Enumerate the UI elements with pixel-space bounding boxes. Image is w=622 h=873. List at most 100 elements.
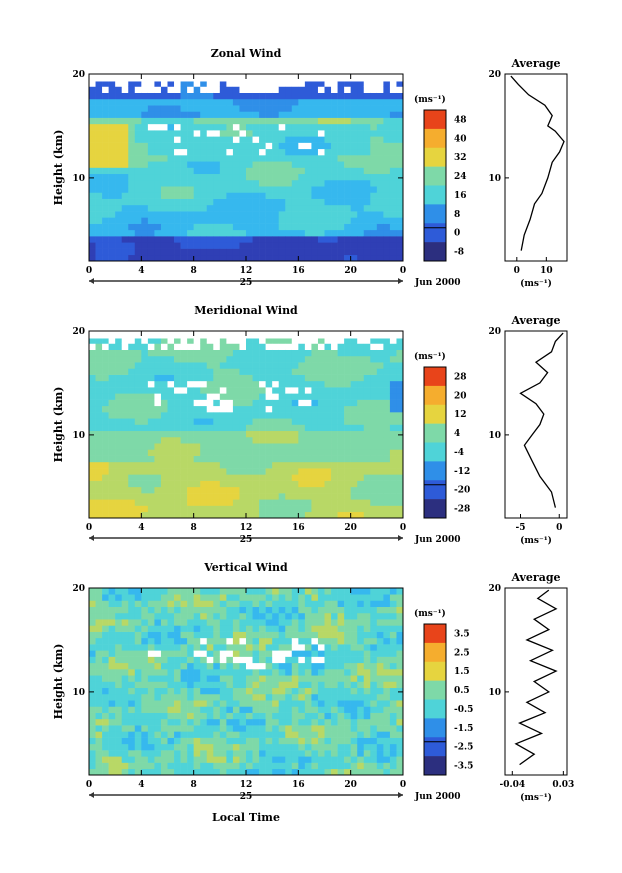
heatmap-cell — [226, 98, 234, 106]
heatmap-cell — [121, 198, 129, 206]
heatmap-cell — [226, 223, 234, 231]
heatmap-cell — [272, 173, 280, 181]
heatmap-cell — [167, 612, 175, 620]
heatmap-cell — [167, 418, 175, 425]
heatmap-cell — [331, 355, 338, 363]
heatmap-cell — [285, 644, 293, 651]
heatmap-cell — [363, 374, 371, 382]
heatmap-cell — [344, 725, 351, 732]
heatmap-cell — [141, 743, 149, 751]
heatmap-cell — [285, 687, 293, 695]
heatmap-cell — [331, 242, 338, 249]
heatmap-cell — [213, 505, 221, 513]
heatmap-cell — [206, 619, 214, 626]
heatmap-cell — [363, 412, 371, 419]
heatmap-cell — [396, 248, 404, 256]
heatmap-cell — [363, 737, 371, 745]
heatmap-cell — [344, 155, 351, 162]
heatmap-cell — [383, 217, 391, 224]
heatmap-cell — [121, 204, 129, 212]
heatmap-cell — [259, 687, 266, 695]
heatmap-cell — [95, 449, 103, 456]
chart-title: Meridional Wind — [194, 304, 298, 317]
heatmap-cell — [180, 619, 188, 626]
heatmap-cell — [102, 399, 109, 407]
heatmap-cell — [331, 380, 338, 388]
heatmap-cell — [89, 480, 96, 488]
heatmap-cell — [389, 436, 397, 444]
heatmap-cell — [121, 136, 129, 143]
heatmap-cell — [134, 725, 142, 732]
heatmap-cell — [141, 631, 149, 639]
heatmap-cell — [298, 148, 306, 156]
heatmap-cell — [304, 474, 312, 481]
heatmap-cell — [213, 486, 221, 494]
heatmap-cell — [174, 374, 181, 382]
heatmap-cell — [383, 155, 391, 162]
heatmap-cell — [95, 430, 103, 438]
heatmap-cell — [128, 750, 136, 757]
heatmap-cell — [396, 637, 404, 645]
heatmap-cell — [160, 480, 168, 488]
heatmap-cell — [363, 625, 371, 632]
heatmap-cell — [350, 211, 358, 218]
heatmap-cell — [278, 656, 286, 664]
heatmap-cell — [206, 399, 214, 407]
heatmap-cell — [337, 449, 345, 456]
heatmap-cell — [213, 480, 221, 488]
heatmap-cell — [272, 455, 280, 463]
heatmap-cell — [147, 600, 155, 607]
heatmap-cell — [285, 362, 293, 369]
heatmap-cell — [357, 337, 365, 344]
heatmap-cell — [232, 98, 240, 106]
heatmap-cell — [147, 368, 155, 375]
heatmap-cell — [226, 731, 234, 738]
heatmap-cell — [89, 161, 96, 168]
heatmap-cell — [304, 405, 312, 413]
heatmap-cell — [95, 368, 103, 375]
heatmap-cell — [115, 349, 123, 357]
heatmap-cell — [317, 594, 325, 601]
heatmap-cell — [376, 179, 384, 187]
heatmap-cell — [193, 637, 201, 645]
heatmap-cell — [344, 588, 351, 595]
heatmap-cell — [226, 374, 234, 382]
heatmap-cell — [102, 449, 109, 456]
heatmap-cell — [108, 130, 116, 137]
heatmap-cell — [141, 625, 149, 632]
heatmap-cell — [278, 405, 286, 413]
heatmap-cell — [259, 449, 266, 456]
heatmap-cell — [95, 505, 103, 513]
heatmap-cell — [298, 712, 306, 720]
heatmap-cell — [95, 161, 103, 168]
heatmap-cell — [134, 700, 142, 707]
heatmap-cell — [154, 399, 162, 407]
heatmap-cell — [115, 242, 123, 249]
heatmap-cell — [350, 355, 358, 363]
heatmap-cell — [304, 606, 312, 614]
heatmap-cell — [239, 148, 247, 156]
heatmap-cell — [389, 155, 397, 162]
heatmap-cell — [141, 349, 149, 357]
heatmap-cell — [147, 443, 155, 450]
heatmap-cell — [311, 117, 319, 125]
heatmap-cell — [147, 505, 155, 513]
heatmap-cell — [174, 198, 181, 206]
heatmap-cell — [317, 374, 325, 382]
heatmap-cell — [89, 186, 96, 193]
heatmap-cell — [272, 737, 280, 745]
heatmap-cell — [350, 662, 358, 670]
heatmap-cell — [121, 217, 129, 224]
heatmap-cell — [324, 86, 332, 93]
heatmap-cell — [278, 631, 286, 639]
heatmap-cell — [363, 762, 371, 770]
heatmap-cell — [272, 405, 280, 413]
heatmap-cell — [134, 712, 142, 720]
heatmap-cell — [259, 675, 266, 682]
heatmap-cell — [298, 650, 306, 657]
heatmap-cell — [160, 337, 168, 344]
heatmap-cell — [108, 762, 116, 770]
heatmap-cell — [108, 449, 116, 456]
heatmap-cell — [115, 380, 123, 388]
heatmap-cell — [389, 650, 397, 657]
